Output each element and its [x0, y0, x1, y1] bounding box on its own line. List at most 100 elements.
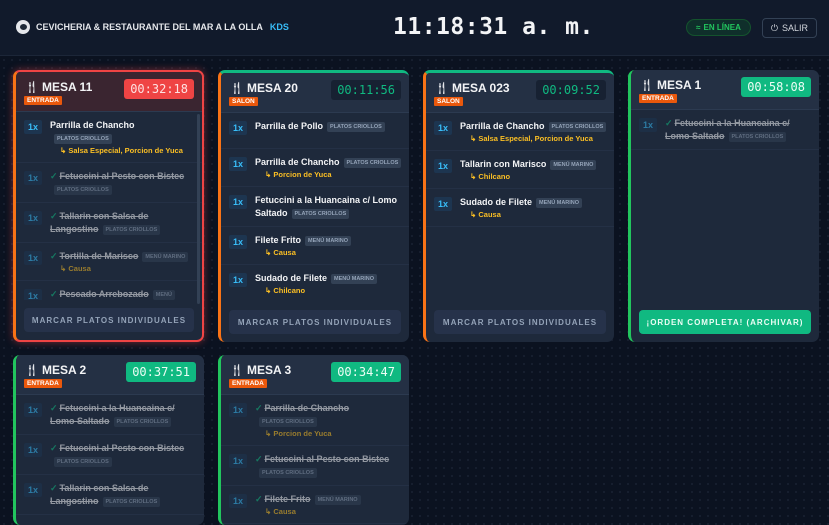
items-list[interactable]: 1x Parrilla de ChanchoPLATOS CRIOLLOS ↳ … [16, 112, 202, 300]
category-tag: PLATOS CRIOLLOS [54, 134, 112, 144]
check-icon: ✓ [255, 403, 263, 413]
card-header: 🍴︎ MESA 023 SALON 00:09:52 [426, 73, 614, 113]
order-item[interactable]: 1x Fetuccini a la Huancaina c/ Lomo Salt… [221, 187, 409, 227]
restaurant-logo-icon [16, 20, 30, 34]
item-modifiers: ↳ Chilcano [470, 172, 511, 181]
item-modifiers: ↳ Chilcano [265, 286, 306, 295]
category-tag: PLATOS CRIOLLOS [102, 497, 161, 507]
category-tag: MENÚ MARINO [331, 274, 378, 284]
order-item[interactable]: 1x ✓ Tallarin con Salsa de Langostino PLAT… [16, 203, 202, 243]
items-list[interactable]: 1x ✓ Fetuccini a la Huancaina c/ Lomo Sal… [16, 395, 204, 525]
order-type-badge: ENTRADA [24, 96, 62, 105]
order-item[interactable]: 1x ✓ Fetuccini a la Huancaina c/ Lomo Sal… [631, 110, 819, 150]
item-name: Parrilla de Pollo [255, 121, 324, 131]
category-tag: PLATOS CRIOLLOS [327, 122, 385, 132]
item-name: Fetuccini al Pesto con Bistec [59, 443, 185, 453]
item-name: Tallarin con Marisco [460, 159, 547, 169]
order-item[interactable]: 1x ✓ Fetuccini al Pesto con Bistec PLATOS … [16, 163, 202, 203]
elapsed-timer: 00:32:18 [124, 79, 194, 99]
quantity-badge: 1x [229, 235, 247, 249]
quantity-badge: 1x [229, 454, 247, 468]
wifi-icon: ≈ [696, 23, 701, 32]
elapsed-timer: 00:09:52 [536, 80, 606, 100]
card-header: 🍴︎ MESA 3 ENTRADA 00:34:47 [221, 355, 409, 395]
item-name: Parrilla de Chancho [264, 403, 350, 413]
mark-individual-dishes-button[interactable]: MARCAR PLATOS INDIVIDUALES [24, 308, 194, 332]
category-tag: MENÚ MARINO [305, 236, 352, 246]
top-bar: CEVICHERIA & RESTAURANTE DEL MAR A LA OL… [0, 0, 829, 56]
item-modifiers: ↳ Causa [470, 210, 501, 219]
order-item[interactable]: 1x ✓ Fetuccini al Pesto con Bistec PLATOS … [16, 435, 204, 475]
order-item[interactable]: 1x Tallarin con Marisco MENÚ MARINO ↳ Chi… [426, 151, 614, 189]
order-item[interactable]: 1x ✓ Fetuccini a la Huancaina c/ Lomo Sal… [16, 395, 204, 435]
item-name: Tallarin con Salsa de Langostino [50, 483, 149, 506]
order-type-badge: SALON [229, 97, 258, 106]
quantity-badge: 1x [24, 211, 42, 225]
order-item[interactable]: 1x ✓ Fetuccini al Pesto con Bistec PLATOS … [221, 446, 409, 486]
quantity-badge: 1x [229, 273, 247, 287]
check-icon: ✓ [50, 289, 58, 299]
order-card: 🍴︎ MESA 3 ENTRADA 00:34:47 1x ✓ Parrilla … [218, 355, 409, 525]
elapsed-timer: 00:34:47 [331, 362, 401, 382]
card-header: 🍴︎ MESA 2 ENTRADA 00:37:51 [16, 355, 204, 395]
quantity-badge: 1x [24, 403, 42, 417]
category-tag: MENÚ MARINO [314, 495, 361, 505]
table-name: MESA 20 [247, 81, 298, 95]
quantity-badge: 1x [229, 494, 247, 508]
kds-label: KDS [269, 22, 289, 32]
item-name: Parrilla de Chancho [460, 121, 545, 131]
category-tag: PLATOS CRIOLLOS [291, 209, 350, 219]
item-modifiers: ↳ Porcion de Yuca [265, 170, 332, 179]
order-item[interactable]: 1x ✓ Pescado Arrebozado MENÚ [16, 281, 202, 300]
order-item[interactable]: 1x Parrilla de ChanchoPLATOS CRIOLLOS ↳ … [16, 112, 202, 163]
item-name: Fetuccini a la Huancaina c/ Lomo Saltado [665, 118, 790, 141]
item-modifiers: ↳ Salsa Especial, Porcion de Yuca [60, 146, 183, 155]
category-tag: PLATOS CRIOLLOS [548, 122, 607, 132]
order-card: 🍴︎ MESA 1 ENTRADA 00:58:08 1x ✓ Fetuccini… [628, 70, 819, 342]
item-modifiers: ↳ Porcion de Yuca [265, 429, 332, 438]
items-list[interactable]: 1x ✓ Parrilla de Chancho PLATOS CRIOLLOS ↳… [221, 395, 409, 525]
order-type-badge: ENTRADA [229, 379, 267, 388]
check-icon: ✓ [50, 443, 58, 453]
mark-individual-dishes-button[interactable]: MARCAR PLATOS INDIVIDUALES [434, 310, 606, 334]
order-item[interactable]: 1x Sudado de Filete MENÚ MARINO ↳ Causa [426, 189, 614, 227]
category-tag: PLATOS CRIOLLOS [102, 225, 161, 235]
elapsed-timer: 00:37:51 [126, 362, 196, 382]
item-name: Fetuccini a la Huancaina c/ Lomo Saltado [50, 403, 175, 426]
item-name: Parrilla de Chancho [255, 157, 340, 167]
order-item[interactable]: 1x ✓ Parrilla de Chancho PLATOS CRIOLLOS ↳… [221, 395, 409, 446]
quantity-badge: 1x [24, 483, 42, 497]
order-item[interactable]: 1x Parrilla de Pollo PLATOS CRIOLLOS [221, 113, 409, 149]
utensils-icon: 🍴︎ [24, 80, 38, 94]
order-type-badge: ENTRADA [639, 94, 677, 103]
archive-order-button[interactable]: ¡ORDEN COMPLETA! (ARCHIVAR) [639, 310, 811, 334]
order-item[interactable]: 1x ✓ Tortilla de Marisco MENÚ MARINO ↳ Cau… [16, 243, 202, 281]
item-name: Fetuccini al Pesto con Bistec [59, 171, 185, 181]
online-status-badge: ≈ EN LÍNEA [686, 19, 751, 36]
category-tag: PLATOS CRIOLLOS [54, 457, 112, 467]
order-type-badge: ENTRADA [24, 379, 62, 388]
quantity-badge: 1x [434, 159, 452, 173]
mark-individual-dishes-button[interactable]: MARCAR PLATOS INDIVIDUALES [229, 310, 401, 334]
category-tag: PLATOS CRIOLLOS [259, 468, 317, 478]
item-name: Filete Frito [255, 235, 302, 245]
category-tag: PLATOS CRIOLLOS [343, 158, 402, 168]
utensils-icon: 🍴︎ [24, 363, 38, 377]
category-tag: PLATOS CRIOLLOS [113, 417, 172, 427]
quantity-badge: 1x [229, 157, 247, 171]
order-item[interactable]: 1x Filete Frito MENÚ MARINO ↳ Causa [221, 227, 409, 265]
order-card: 🍴︎ MESA 023 SALON 00:09:52 1x Parrilla d… [423, 70, 614, 342]
items-list[interactable]: 1x Parrilla de Pollo PLATOS CRIOLLOS 1x P… [221, 113, 409, 302]
items-list[interactable]: 1x ✓ Fetuccini a la Huancaina c/ Lomo Sal… [631, 110, 819, 302]
logout-button[interactable]: ⏻ SALIR [762, 18, 817, 38]
order-card: 🍴︎ MESA 2 ENTRADA 00:37:51 1x ✓ Fetuccini… [13, 355, 204, 525]
order-item[interactable]: 1x ✓ Tallarin con Salsa de Langostino PLAT… [16, 475, 204, 515]
order-item[interactable]: 1x Sudado de Filete MENÚ MARINO ↳ Chilcan… [221, 265, 409, 302]
order-item[interactable]: 1x ✓ Filete Frito MENÚ MARINO ↳ Causa [221, 486, 409, 524]
category-tag: PLATOS CRIOLLOS [54, 185, 112, 195]
quantity-badge: 1x [24, 289, 42, 300]
scrollbar[interactable] [197, 114, 200, 304]
